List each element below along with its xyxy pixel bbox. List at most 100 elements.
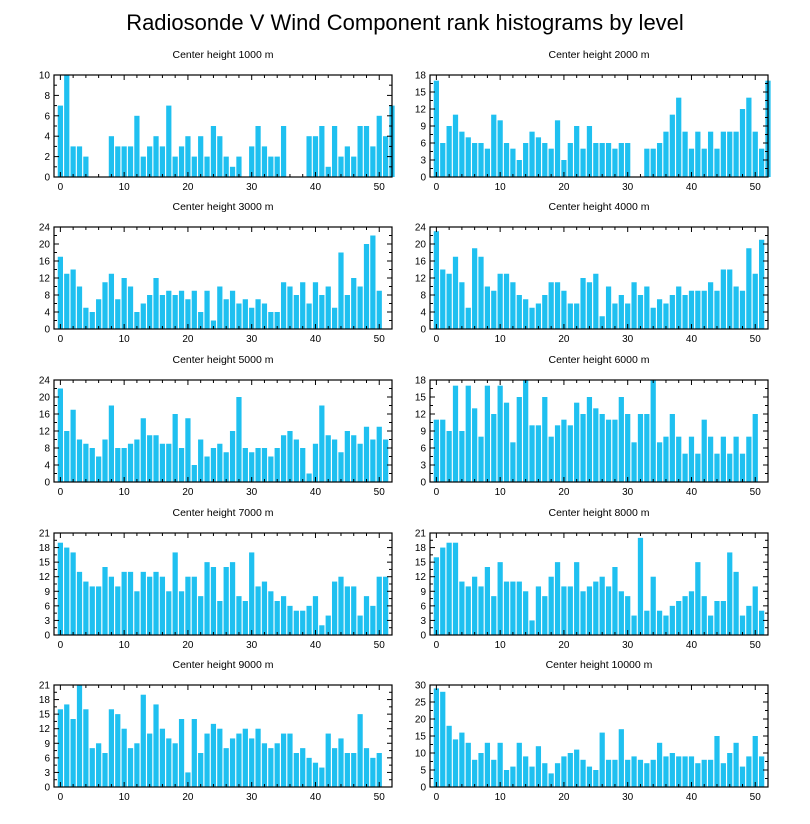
x-tick-label: 40	[686, 334, 698, 345]
histogram-bar	[223, 299, 229, 329]
histogram-bar	[210, 126, 217, 177]
histogram-bar	[255, 728, 261, 787]
histogram-bar	[542, 596, 548, 635]
histogram-bar	[159, 295, 166, 329]
y-tick-label: 4	[44, 461, 50, 472]
histogram-bar	[561, 756, 567, 787]
histogram-bar	[108, 405, 115, 482]
histogram-bar	[127, 748, 134, 787]
y-tick-label: 0	[420, 478, 426, 489]
histogram-bar	[331, 748, 338, 787]
histogram-bar	[306, 473, 312, 482]
histogram-bar	[446, 725, 452, 787]
histogram-bar	[593, 770, 599, 787]
histogram-bar	[338, 156, 344, 177]
histogram-bar	[644, 148, 650, 177]
histogram-bar	[644, 763, 650, 787]
x-tick-label: 30	[246, 334, 258, 345]
histogram-bar	[720, 131, 726, 177]
x-tick-label: 20	[182, 792, 194, 803]
y-tick-label: 12	[39, 427, 51, 438]
y-tick-label: 0	[44, 478, 50, 489]
x-tick-label: 50	[374, 182, 386, 193]
histogram-bar	[759, 756, 765, 787]
histogram-bar	[529, 307, 535, 329]
histogram-panel: Center height 2000 m 0 3 6 9 12 15 18 0 10 20 30 40 5…	[415, 49, 771, 193]
histogram-bar	[599, 732, 605, 787]
x-tick-label: 20	[558, 182, 570, 193]
histogram-bar	[440, 419, 446, 482]
histogram-bar	[178, 290, 185, 329]
histogram-bar	[452, 739, 459, 787]
histogram-bar	[153, 571, 159, 635]
y-tick-label: 20	[415, 715, 427, 726]
histogram-bar	[344, 753, 350, 787]
histogram-bar	[178, 146, 185, 177]
panel-title: Center height 1000 m	[173, 49, 274, 61]
histogram-bar	[605, 143, 612, 177]
histogram-bar	[593, 408, 599, 482]
histogram-bar	[210, 448, 217, 482]
histogram-bar	[535, 586, 542, 635]
histogram-bar	[268, 591, 274, 635]
histogram-bar	[707, 282, 714, 329]
x-tick-label: 40	[686, 792, 698, 803]
x-tick-label: 40	[310, 182, 322, 193]
y-tick-label: 3	[420, 461, 426, 472]
histogram-bar	[714, 290, 720, 329]
histogram-bar	[229, 166, 236, 177]
histogram-bar	[357, 286, 363, 329]
histogram-bar	[185, 772, 191, 787]
x-tick-label: 50	[374, 792, 386, 803]
histogram-bar	[306, 605, 312, 635]
y-tick-label: 6	[44, 753, 50, 764]
histogram-bar	[491, 114, 497, 177]
histogram-bar	[370, 439, 376, 482]
histogram-bar	[561, 419, 567, 482]
histogram-bar	[733, 286, 739, 329]
histogram-bar	[669, 605, 675, 635]
histogram-bar	[287, 605, 293, 635]
histogram-bar	[76, 286, 83, 329]
histogram-panel: Center height 3000 m 0 4 8 12 16 20 24 0 10 20 30 40…	[39, 201, 393, 345]
histogram-bar	[134, 439, 140, 482]
histogram-bar	[618, 591, 624, 635]
x-tick-label: 40	[686, 487, 698, 498]
histogram-bar	[644, 610, 650, 635]
histogram-bar	[510, 581, 516, 635]
histogram-bar	[599, 316, 605, 329]
histogram-bar	[459, 131, 465, 177]
histogram-bar	[676, 286, 682, 329]
histogram-bar	[650, 148, 656, 177]
histogram-bar	[351, 435, 357, 482]
histogram-bar	[523, 299, 529, 329]
histogram-bar	[739, 290, 746, 329]
histogram-bar	[618, 295, 624, 329]
y-tick-label: 15	[415, 732, 427, 743]
histogram-panel: Center height 5000 m 0 4 8 12 16 20 24 0 10 20 30 40…	[39, 354, 393, 498]
histogram-bar	[191, 719, 197, 787]
y-tick-label: 18	[415, 376, 427, 387]
x-tick-label: 20	[182, 640, 194, 651]
histogram-bar	[351, 156, 357, 177]
y-tick-label: 25	[415, 698, 427, 709]
histogram-bar	[682, 756, 688, 787]
y-tick-label: 0	[44, 325, 50, 336]
histogram-bar	[459, 282, 465, 329]
histogram-bar	[166, 443, 172, 482]
histogram-bar	[733, 131, 739, 177]
y-tick-label: 21	[415, 529, 427, 540]
histogram-bar	[312, 762, 319, 787]
histogram-bar	[83, 156, 89, 177]
x-tick-label: 10	[119, 182, 131, 193]
y-tick-label: 15	[415, 393, 427, 404]
histogram-bar	[147, 146, 153, 177]
histogram-bar	[535, 137, 542, 177]
x-tick-label: 0	[58, 487, 64, 498]
histogram-bar	[625, 759, 631, 787]
histogram-bar	[185, 136, 191, 177]
histogram-bar	[720, 436, 726, 482]
histogram-bar	[140, 156, 146, 177]
histogram-bar	[440, 691, 446, 787]
